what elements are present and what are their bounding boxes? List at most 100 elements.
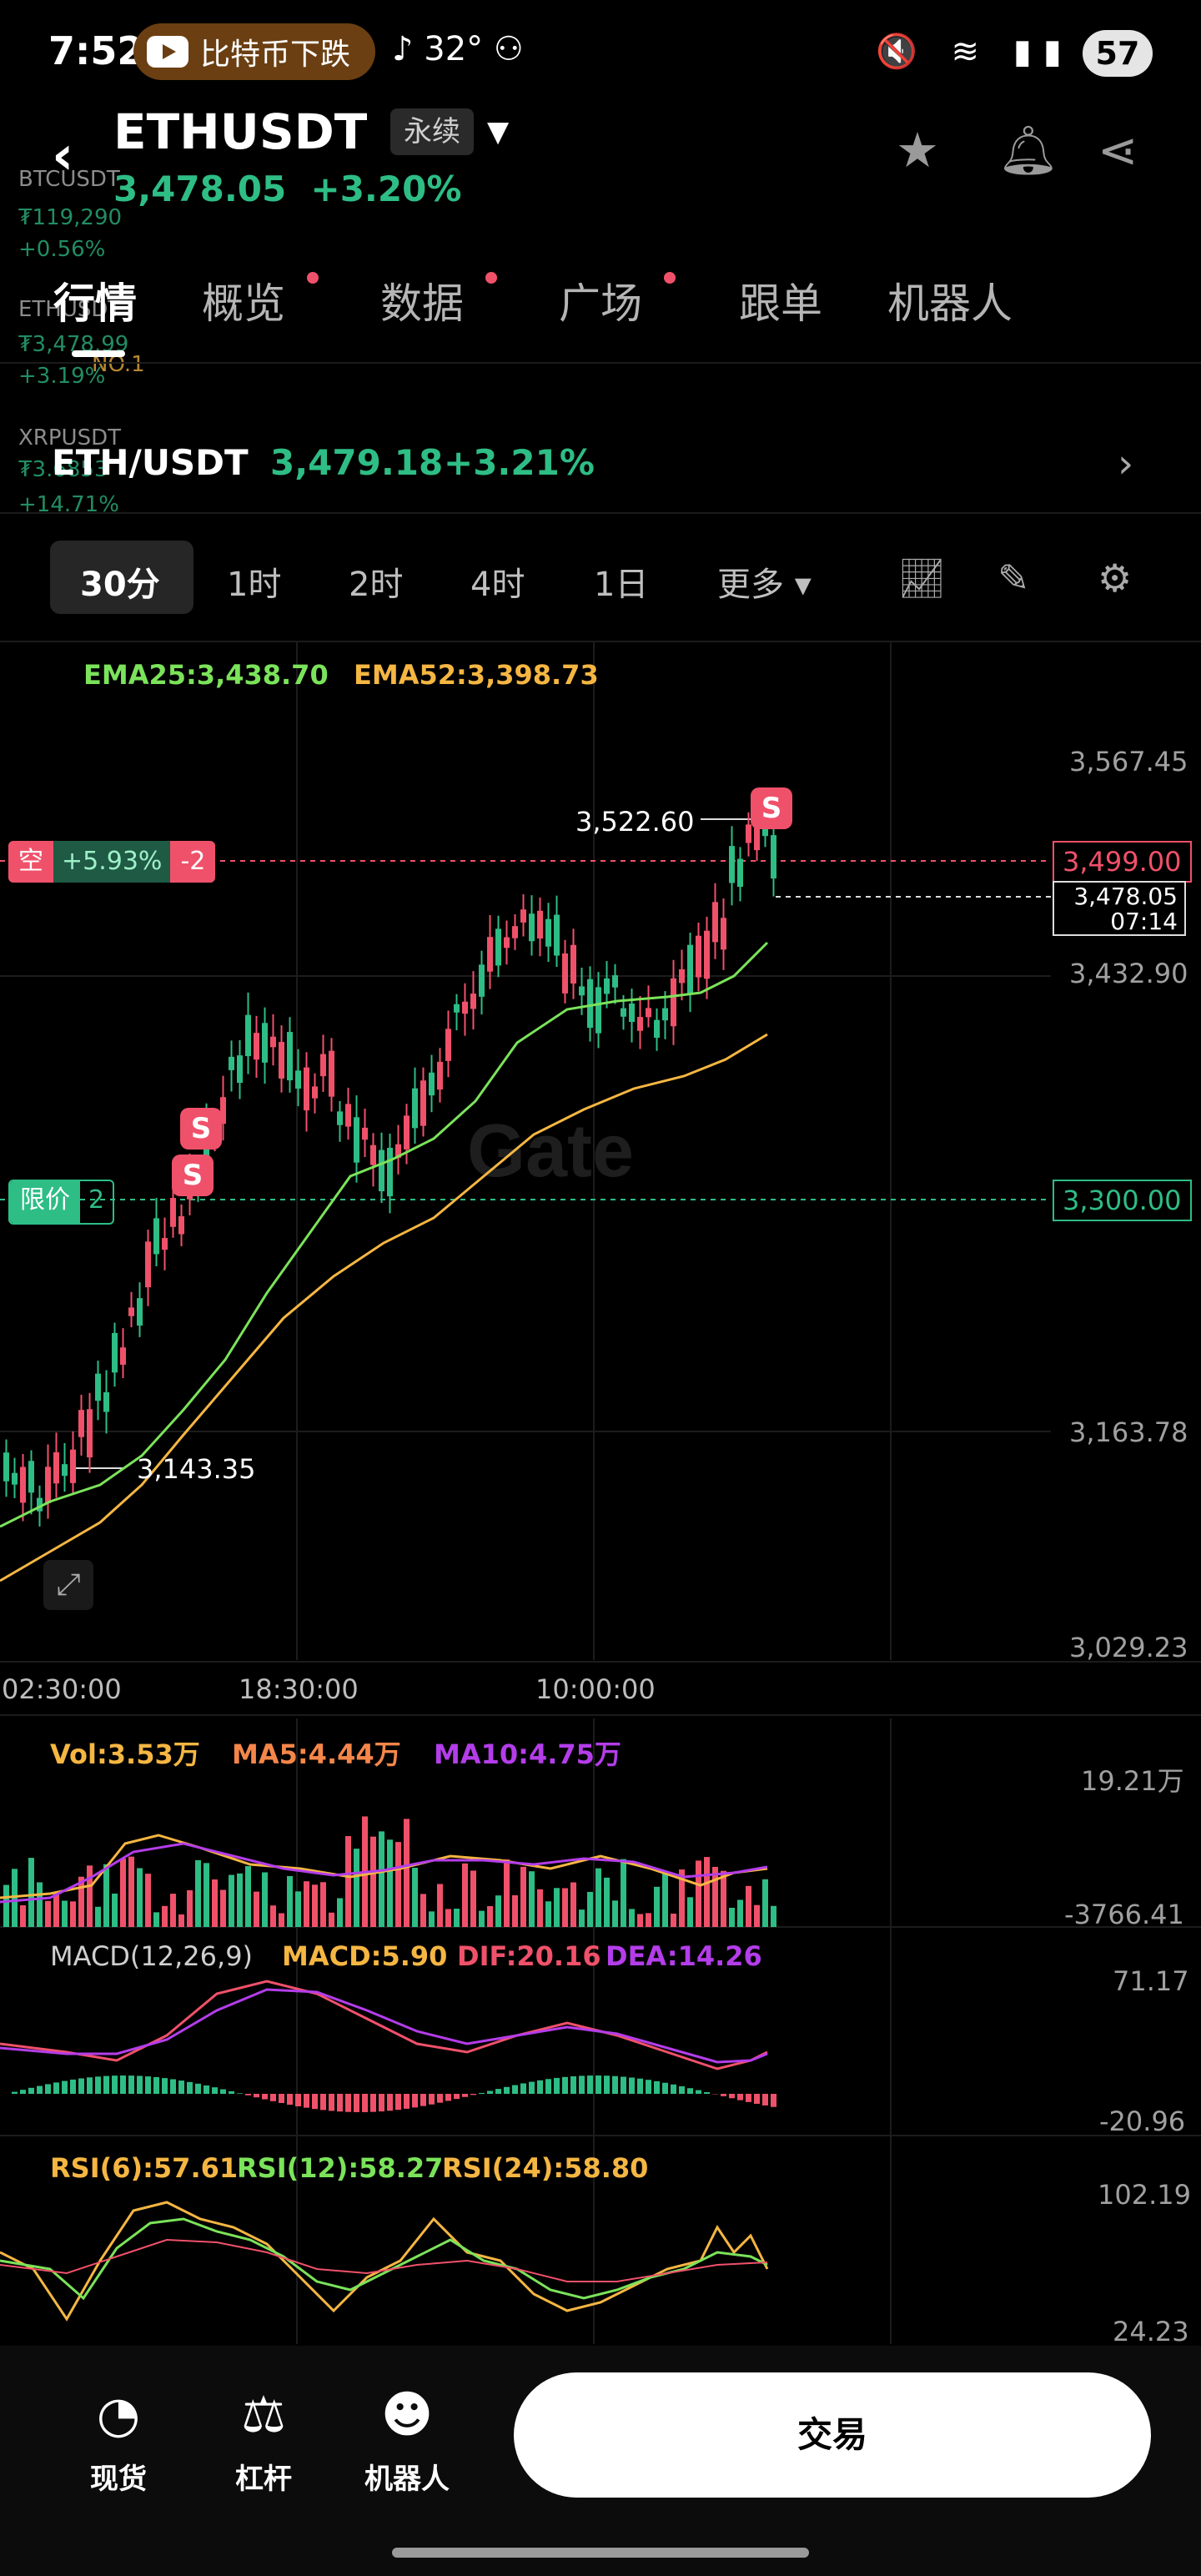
interval-1h[interactable]: 1时 (227, 566, 282, 604)
volume-bar (746, 1885, 751, 1927)
volume-bar (220, 1889, 226, 1927)
share-icon[interactable]: ⋖ (1098, 122, 1138, 179)
tab-market[interactable]: 行情 (53, 279, 137, 328)
rsi-y-top: 102.19 (1098, 2179, 1191, 2211)
nav-spot[interactable]: ◔ 现货 (60, 2386, 177, 2497)
limit-order-tag[interactable]: 限价 2 (8, 1180, 115, 1225)
ghost-ticker-change: +3.19% (18, 364, 106, 389)
volume-bar (554, 1888, 560, 1927)
macd-bar (279, 2094, 284, 2104)
macd-histogram (12, 2075, 776, 2112)
indicator-icon[interactable]: 📈︎ (897, 556, 947, 601)
volume-bar (462, 1863, 468, 1927)
macd-bar (462, 2094, 468, 2097)
y-axis-label: 3,029.23 (1069, 1632, 1188, 1663)
macd-bar (354, 2094, 359, 2112)
macd-bar (20, 2090, 26, 2094)
macd-bar (545, 2079, 551, 2094)
candle-countdown: 07:14 (1110, 908, 1178, 935)
candlesticks (3, 807, 776, 1527)
leverage-icon: ⚖ (241, 2386, 286, 2444)
volume-bar (287, 1875, 293, 1927)
kline-chart[interactable]: Gate (0, 642, 1201, 2346)
alert-bell-icon[interactable]: 🔔︎ (997, 122, 1059, 179)
macd-value-label: MACD:5.90 (282, 1940, 448, 1972)
contract-symbol[interactable]: ETHUSDT (113, 103, 368, 160)
tab-overview[interactable]: 概览 (202, 279, 285, 328)
symbol-dropdown-icon[interactable]: ▼ (487, 115, 510, 148)
nav-robot-label: 机器人 (364, 2463, 450, 2496)
macd-bar (520, 2083, 526, 2094)
macd-bar (762, 2094, 768, 2106)
ghost-ticker-label: BTCUSDT (18, 167, 120, 192)
tab-square[interactable]: 广场 (559, 279, 642, 328)
ghost-ticker-price: ₮119,290 (18, 205, 123, 230)
macd-bar (437, 2094, 443, 2103)
tab-bots[interactable]: 机器人 (887, 279, 1013, 328)
macd-bar (337, 2094, 343, 2112)
macd-bar (128, 2075, 134, 2094)
sell-signal-tag: S (180, 1108, 222, 1150)
macd-bar (754, 2094, 760, 2104)
home-indicator[interactable] (392, 2548, 809, 2558)
volume-bar (279, 1913, 284, 1927)
macd-bar (87, 2077, 93, 2094)
macd-bar (37, 2085, 43, 2094)
draw-pen-icon[interactable]: ✎ (997, 556, 1030, 601)
macd-bar (629, 2077, 635, 2094)
interval-4h[interactable]: 4时 (470, 566, 525, 604)
macd-bar (187, 2081, 193, 2094)
volume-bar (379, 1831, 384, 1927)
macd-bar (504, 2086, 510, 2094)
nav-leverage[interactable]: ⚖ 杠杆 (205, 2386, 322, 2497)
volume-bar (671, 1913, 676, 1927)
volume-bar (212, 1879, 218, 1927)
volume-bar (262, 1872, 268, 1927)
settings-gear-icon[interactable]: ⚙ (1098, 556, 1133, 601)
volume-bar (329, 1912, 334, 1927)
interval-more[interactable]: 更多 ▾ (717, 566, 812, 604)
media-notification[interactable]: 比特币下跌 (133, 23, 375, 80)
star-icon[interactable]: ★ (896, 122, 939, 179)
volume-bar (762, 1879, 768, 1927)
status-time: 7:52 (48, 28, 144, 73)
tab-copy-trading[interactable]: 跟单 (739, 279, 822, 328)
ghost-ticker-label: ETHUSDT (18, 297, 122, 322)
volume-bar (78, 1876, 84, 1927)
rsi24-line (0, 2238, 768, 2282)
interval-30m[interactable]: 30分 (80, 566, 160, 604)
volume-bar (495, 1895, 501, 1927)
back-button[interactable]: ‹ (52, 125, 74, 187)
rsi6-label: RSI(6):57.61 (50, 2152, 239, 2184)
volume-bar (87, 1865, 93, 1927)
macd-bar (162, 2078, 168, 2094)
macd-bar (229, 2090, 234, 2094)
volume-bar (178, 1914, 184, 1927)
tab-data[interactable]: 数据 (380, 279, 464, 328)
volume-bar (696, 1860, 701, 1927)
fullscreen-expand-icon[interactable]: ⤢ (43, 1560, 93, 1610)
volume-bar (545, 1901, 551, 1927)
position-size: -2 (170, 841, 216, 883)
macd-bar (237, 2093, 243, 2094)
interval-1d[interactable]: 1日 (594, 566, 649, 604)
short-position-tag[interactable]: 空 +5.93% -2 (8, 841, 216, 883)
macd-bar (212, 2087, 218, 2094)
macd-bar (487, 2090, 493, 2094)
nav-robot[interactable]: ☻ 机器人 (349, 2386, 465, 2497)
macd-bar (671, 2084, 676, 2094)
trade-button[interactable]: 交易 (514, 2372, 1151, 2498)
volume-bar (62, 1900, 68, 1927)
volume-bar (604, 1877, 610, 1927)
rsi-y-bottom: 24.23 (1113, 2316, 1189, 2347)
chevron-right-icon[interactable]: › (1118, 440, 1134, 487)
macd-bar (145, 2076, 151, 2094)
macd-bar (304, 2094, 309, 2108)
volume-bar (737, 1899, 743, 1927)
y-axis-label: 3,163.78 (1069, 1416, 1188, 1448)
high-price-label: 3,522.60 (575, 806, 695, 838)
interval-2h[interactable]: 2时 (349, 566, 404, 604)
volume-bar (28, 1858, 34, 1927)
volume-bar (112, 1893, 118, 1927)
spot-pair-label[interactable]: ETH/USDT (52, 442, 249, 483)
